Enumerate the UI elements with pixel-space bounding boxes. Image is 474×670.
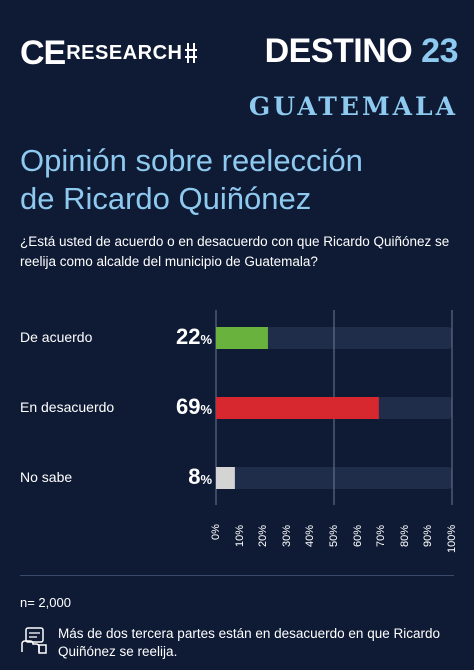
survey-question: ¿Está usted de acuerdo o en desacuerdo c… xyxy=(20,234,450,269)
x-tick-label: 100% xyxy=(446,524,458,553)
summary-note: Más de dos tercera partes están en desac… xyxy=(58,626,440,659)
brand-destino: DESTINO 23 xyxy=(264,32,459,71)
chart-title-line2: de Ricardo Quiñónez xyxy=(20,181,312,216)
data-label: 22% xyxy=(150,324,212,350)
bar-chart xyxy=(0,300,474,560)
data-label-unit: % xyxy=(200,472,212,487)
data-label: 8% xyxy=(150,464,212,490)
data-label-unit: % xyxy=(200,402,212,417)
chart-title: Opinión sobre reelección de Ricardo Quiñ… xyxy=(20,142,460,218)
brand-ce: CE xyxy=(20,34,66,72)
divider xyxy=(20,575,454,576)
x-tick-label: 90% xyxy=(422,524,435,547)
survey-hand-icon xyxy=(21,627,47,654)
x-tick-label: 50% xyxy=(328,524,340,547)
data-label-value: 22 xyxy=(175,324,201,349)
brand-research: RESEARCH xyxy=(66,42,183,64)
sample-size: n= 2,000 xyxy=(20,595,71,610)
data-label-value: 69 xyxy=(175,394,201,419)
x-tick-label: 80% xyxy=(398,524,411,547)
brand-destino-text: DESTINO xyxy=(264,32,413,70)
chart-title-line1: Opinión sobre reelección xyxy=(20,143,363,178)
bar xyxy=(216,467,235,489)
brand-destino-number: 23 xyxy=(421,32,458,70)
bar xyxy=(216,327,268,349)
x-tick-label: 20% xyxy=(257,524,270,547)
x-tick-label: 60% xyxy=(351,524,364,547)
bar xyxy=(216,397,379,419)
category-label: No sabe xyxy=(20,469,73,485)
category-label: En desacuerdo xyxy=(20,399,115,415)
category-label: De acuerdo xyxy=(20,329,93,345)
hash-icon xyxy=(185,43,198,63)
x-tick-label: 30% xyxy=(280,524,293,547)
x-tick-label: 70% xyxy=(375,524,388,547)
data-label-value: 8 xyxy=(188,464,201,489)
brand-ce-research: CE RESEARCH xyxy=(20,36,198,70)
x-tick-label: 40% xyxy=(304,524,317,547)
data-label-unit: % xyxy=(200,332,212,347)
bar-chart-svg xyxy=(215,310,453,505)
data-label: 69% xyxy=(150,394,212,420)
brand-guatemala: GUATEMALA xyxy=(248,92,458,121)
x-tick-label: 10% xyxy=(233,524,246,547)
x-tick-label: 0% xyxy=(210,524,222,541)
